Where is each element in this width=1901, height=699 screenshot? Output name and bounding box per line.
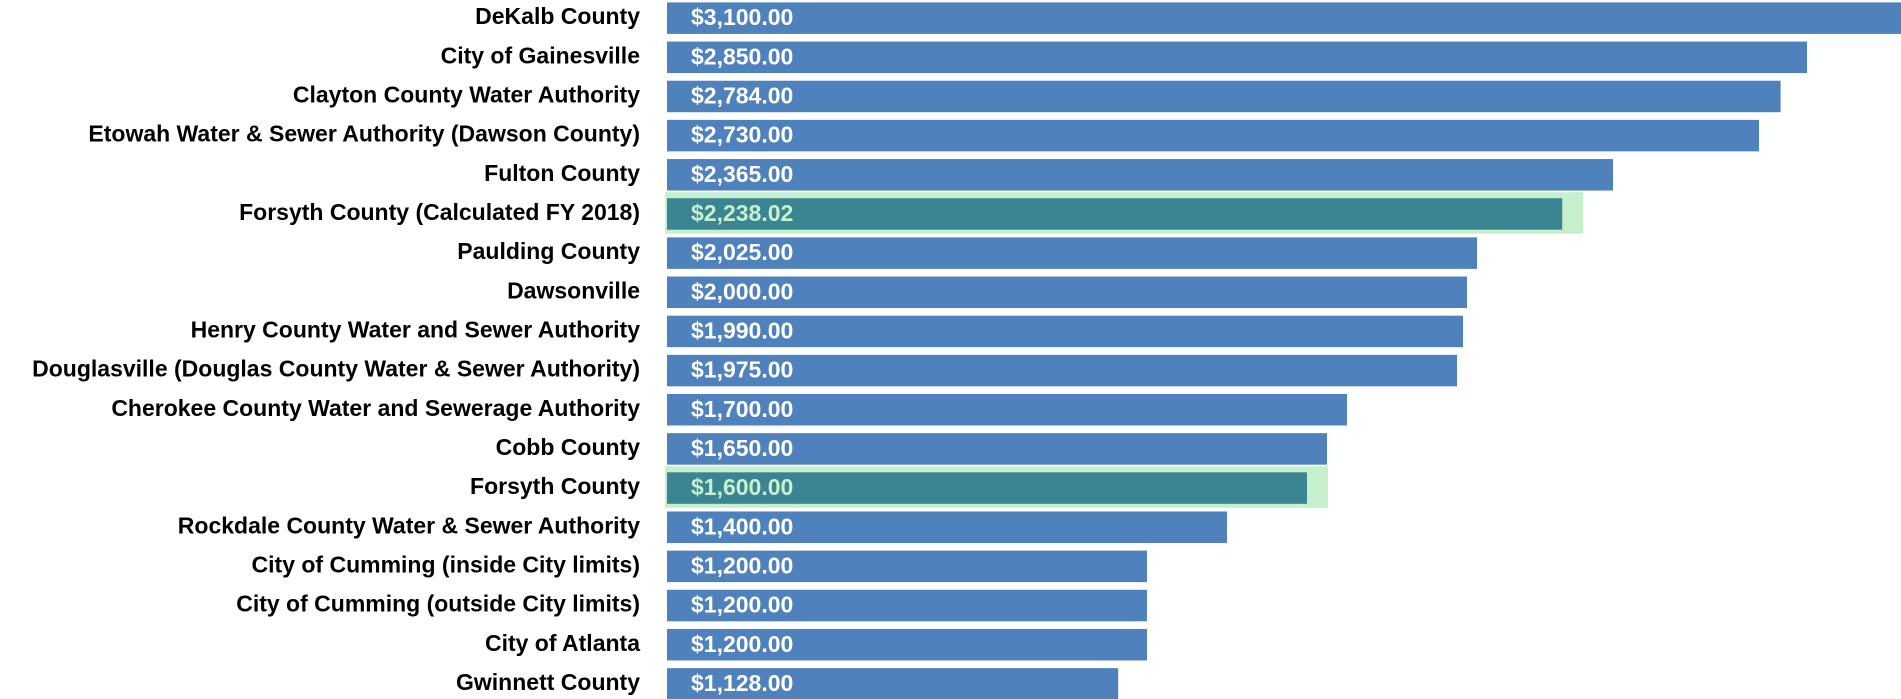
- bar: [667, 198, 1563, 230]
- category-label: Paulding County: [457, 238, 640, 264]
- category-label: City of Atlanta: [485, 630, 640, 656]
- bar: [667, 589, 1147, 622]
- bar: [667, 276, 1467, 309]
- value-label: $2,238.02: [691, 200, 793, 226]
- bar: [667, 41, 1807, 74]
- value-label: $1,650.00: [691, 435, 793, 461]
- value-label: $1,990.00: [691, 318, 793, 344]
- category-label: Douglasville (Douglas County Water & Sew…: [32, 356, 640, 382]
- category-label: Dawsonville: [507, 277, 640, 303]
- bar: [667, 80, 1781, 113]
- value-label: $2,730.00: [691, 122, 793, 148]
- category-label: Rockdale County Water & Sewer Authority: [178, 512, 640, 538]
- value-label: $1,200.00: [691, 631, 793, 657]
- category-label: City of Cumming (outside City limits): [236, 591, 640, 617]
- category-label: Cherokee County Water and Sewerage Autho…: [111, 395, 640, 421]
- bar: [667, 668, 1119, 699]
- bar: [667, 2, 1901, 34]
- category-label: Cobb County: [496, 434, 641, 460]
- bar: [667, 394, 1347, 426]
- category-label: DeKalb County: [475, 3, 640, 29]
- category-label: City of Gainesville: [441, 42, 640, 68]
- category-label: Clayton County Water Authority: [293, 82, 640, 108]
- value-label: $1,700.00: [691, 396, 793, 422]
- value-label: $1,600.00: [691, 474, 793, 500]
- value-label: $1,128.00: [691, 670, 793, 696]
- value-label: $1,400.00: [691, 513, 793, 539]
- value-label: $2,850.00: [691, 43, 793, 69]
- category-label: Gwinnett County: [456, 669, 640, 695]
- bar: [667, 237, 1477, 269]
- bar: [667, 472, 1307, 504]
- value-label: $2,000.00: [691, 278, 793, 304]
- category-label: Henry County Water and Sewer Authority: [191, 317, 641, 343]
- bar: [667, 354, 1457, 387]
- bar: [667, 315, 1463, 348]
- category-label: Forsyth County (Calculated FY 2018): [239, 199, 640, 225]
- bar: [667, 550, 1147, 583]
- value-label: $1,200.00: [691, 552, 793, 578]
- value-label: $1,975.00: [691, 357, 793, 383]
- category-label: Forsyth County: [470, 473, 640, 499]
- value-label: $2,025.00: [691, 239, 793, 265]
- bar: [667, 511, 1227, 543]
- bar: [667, 159, 1613, 191]
- bar: [667, 628, 1147, 661]
- value-label: $2,784.00: [691, 83, 793, 109]
- bar: [667, 119, 1759, 152]
- category-label: City of Cumming (inside City limits): [252, 551, 640, 577]
- category-label: Etowah Water & Sewer Authority (Dawson C…: [88, 121, 640, 147]
- value-label: $2,365.00: [691, 161, 793, 187]
- category-label: Fulton County: [484, 160, 640, 186]
- value-label: $3,100.00: [691, 4, 793, 30]
- bar: [667, 433, 1327, 465]
- value-label: $1,200.00: [691, 592, 793, 618]
